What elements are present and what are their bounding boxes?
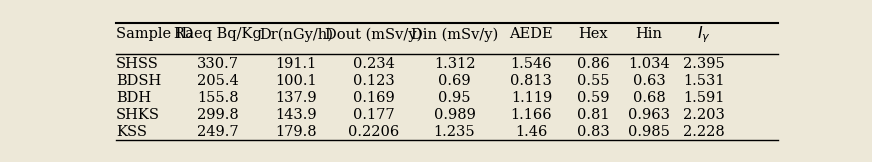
- Text: 0.813: 0.813: [510, 74, 552, 88]
- Text: BDH: BDH: [116, 91, 151, 105]
- Text: Din (mSv/y): Din (mSv/y): [411, 27, 498, 42]
- Text: SHKS: SHKS: [116, 108, 160, 122]
- Text: 0.83: 0.83: [577, 125, 610, 139]
- Text: 1.235: 1.235: [433, 125, 475, 139]
- Text: 0.59: 0.59: [577, 91, 610, 105]
- Text: 1.312: 1.312: [433, 58, 475, 71]
- Text: $I_\gamma$: $I_\gamma$: [698, 24, 712, 45]
- Text: 137.9: 137.9: [276, 91, 317, 105]
- Text: 1.46: 1.46: [515, 125, 548, 139]
- Text: 1.119: 1.119: [511, 91, 552, 105]
- Text: 1.546: 1.546: [511, 58, 552, 71]
- Text: 0.177: 0.177: [353, 108, 394, 122]
- Text: Sample ID: Sample ID: [116, 27, 193, 41]
- Text: AEDE: AEDE: [509, 27, 553, 41]
- Text: 0.68: 0.68: [632, 91, 665, 105]
- Text: 2.203: 2.203: [684, 108, 726, 122]
- Text: 179.8: 179.8: [276, 125, 317, 139]
- Text: 0.234: 0.234: [353, 58, 395, 71]
- Text: 299.8: 299.8: [197, 108, 239, 122]
- Text: Hin: Hin: [636, 27, 663, 41]
- Text: Dr(nGy/h): Dr(nGy/h): [259, 27, 333, 42]
- Text: 155.8: 155.8: [197, 91, 239, 105]
- Text: Raeq Bq/Kg: Raeq Bq/Kg: [174, 27, 262, 41]
- Text: 249.7: 249.7: [197, 125, 239, 139]
- Text: 2.395: 2.395: [684, 58, 726, 71]
- Text: 2.228: 2.228: [684, 125, 726, 139]
- Text: 1.166: 1.166: [511, 108, 552, 122]
- Text: 0.55: 0.55: [577, 74, 610, 88]
- Text: 1.531: 1.531: [684, 74, 725, 88]
- Text: 0.985: 0.985: [628, 125, 670, 139]
- Text: 1.591: 1.591: [684, 91, 725, 105]
- Text: BDSH: BDSH: [116, 74, 161, 88]
- Text: 0.963: 0.963: [628, 108, 670, 122]
- Text: 330.7: 330.7: [197, 58, 239, 71]
- Text: 0.63: 0.63: [632, 74, 665, 88]
- Text: 100.1: 100.1: [276, 74, 317, 88]
- Text: 0.69: 0.69: [439, 74, 471, 88]
- Text: 0.86: 0.86: [577, 58, 610, 71]
- Text: KSS: KSS: [116, 125, 146, 139]
- Text: SHSS: SHSS: [116, 58, 159, 71]
- Text: 1.034: 1.034: [628, 58, 670, 71]
- Text: 0.2206: 0.2206: [348, 125, 399, 139]
- Text: Dout (mSv/y): Dout (mSv/y): [325, 27, 422, 42]
- Text: 191.1: 191.1: [276, 58, 317, 71]
- Text: 0.169: 0.169: [353, 91, 395, 105]
- Text: 0.989: 0.989: [433, 108, 475, 122]
- Text: 0.123: 0.123: [353, 74, 395, 88]
- Text: 205.4: 205.4: [197, 74, 239, 88]
- Text: Hex: Hex: [579, 27, 609, 41]
- Text: 0.95: 0.95: [439, 91, 471, 105]
- Text: 0.81: 0.81: [577, 108, 610, 122]
- Text: 143.9: 143.9: [276, 108, 317, 122]
